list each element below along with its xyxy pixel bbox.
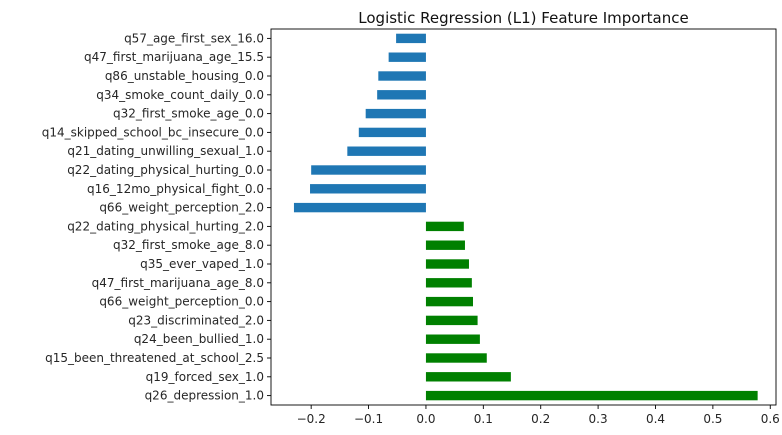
bar — [293, 202, 426, 213]
y-tick-label: q23_discriminated_2.0 — [128, 313, 264, 327]
x-tick-label: 0.5 — [703, 412, 722, 426]
bar — [425, 296, 473, 307]
y-tick-label: q86_unstable_housing_0.0 — [105, 69, 264, 83]
bar — [347, 146, 426, 156]
x-tick-labels-group: −0.2 −0.1 0.0 0.1 0.2 0.3 0.4 0.5 0.6 — [297, 412, 780, 426]
y-tick-label: q32_first_smoke_age_8.0 — [113, 238, 264, 252]
axes-group — [267, 28, 777, 409]
bar — [311, 165, 426, 175]
bar — [310, 184, 426, 194]
x-tick-label: 0.6 — [761, 412, 780, 426]
bar — [425, 278, 472, 288]
bar — [425, 390, 758, 401]
y-tick-labels-group: q57_age_first_sex_16.0 q47_first_marijuan… — [42, 31, 264, 402]
y-tick-label: q24_been_bullied_1.0 — [134, 332, 264, 346]
bar — [425, 240, 465, 250]
bar — [425, 334, 480, 344]
bar — [425, 259, 469, 269]
bar — [425, 372, 511, 382]
y-tick-label: q14_skipped_school_bc_insecure_0.0 — [42, 125, 264, 139]
y-tick-label: q32_first_smoke_age_0.0 — [113, 107, 264, 121]
x-tick-label: 0.0 — [416, 412, 435, 426]
plot-frame — [270, 28, 777, 406]
y-tick-label: q22_dating_physical_hurting_2.0 — [67, 219, 264, 233]
x-tick-label: 0.1 — [474, 412, 493, 426]
bar — [425, 315, 478, 326]
bar — [365, 108, 426, 119]
bar — [377, 90, 426, 100]
y-tick-label: q15_been_threatened_at_school_2.5 — [45, 351, 264, 365]
y-tick-label: q35_ever_vaped_1.0 — [140, 257, 264, 271]
bars-group — [293, 33, 758, 401]
y-tick-label: q26_depression_1.0 — [145, 389, 264, 403]
bar — [425, 221, 464, 232]
bar — [358, 127, 426, 138]
bar — [425, 353, 487, 363]
y-tick-label: q47_first_marijuana_age_15.5 — [84, 50, 264, 64]
x-tick-label: 0.3 — [589, 412, 608, 426]
chart-title: Logistic Regression (L1) Feature Importa… — [358, 9, 688, 27]
bar — [378, 71, 426, 81]
bar — [388, 52, 426, 62]
y-tick-label: q66_weight_perception_2.0 — [99, 201, 264, 215]
y-tick-label: q47_first_marijuana_age_8.0 — [92, 276, 264, 290]
y-tick-label: q22_dating_physical_hurting_0.0 — [67, 163, 264, 177]
y-tick-label: q21_dating_unwilling_sexual_1.0 — [67, 144, 264, 158]
y-tick-label: q34_smoke_count_daily_0.0 — [96, 88, 264, 102]
y-tick-label: q57_age_first_sex_16.0 — [124, 31, 264, 45]
y-tick-label: q19_forced_sex_1.0 — [146, 370, 264, 384]
x-tick-label: 0.2 — [531, 412, 550, 426]
x-tick-label: −0.1 — [354, 412, 383, 426]
x-tick-label: −0.2 — [297, 412, 326, 426]
y-tick-label: q16_12mo_physical_fight_0.0 — [87, 182, 264, 196]
y-tick-label: q66_weight_perception_0.0 — [99, 295, 264, 309]
x-tick-label: 0.4 — [646, 412, 665, 426]
bar — [396, 33, 426, 44]
